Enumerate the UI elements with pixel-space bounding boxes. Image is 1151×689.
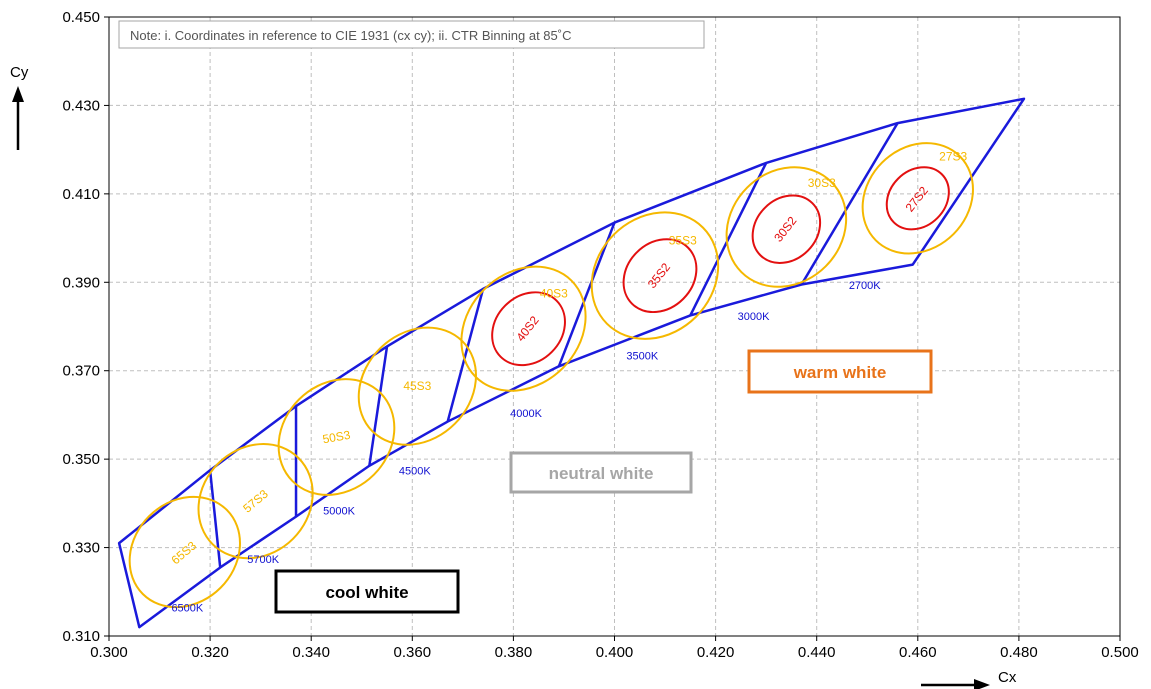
x-tick-label: 0.320 (191, 644, 229, 661)
cct-label: 5000K (323, 505, 355, 517)
bin-ellipse-s3 (460, 265, 587, 392)
cct-divider-line (800, 122, 899, 286)
bin-ellipse-s3 (128, 495, 241, 609)
x-tick-label: 0.340 (292, 644, 330, 661)
y-tick-label: 0.450 (62, 9, 100, 26)
x-tick-label: 0.440 (798, 644, 836, 661)
cct-label: 4500K (399, 466, 431, 478)
bin-label: 27S3 (939, 149, 967, 163)
y-tick-label: 0.430 (62, 97, 100, 114)
neutral-white-box (509, 451, 693, 494)
cct-label: 5700K (247, 554, 279, 566)
x-tick-label: 0.300 (90, 644, 128, 661)
bin-label: 40S3 (540, 286, 568, 300)
note-frame (118, 20, 705, 49)
note-text: Note: i. Coordinates in reference to CIE… (130, 28, 571, 43)
bin-ellipses (128, 142, 974, 609)
bin-ellipse-s2 (622, 238, 698, 314)
cool-white-box (274, 569, 460, 614)
x-tick-label: 0.460 (899, 644, 937, 661)
warm-white-box (747, 349, 933, 394)
bin-ellipse-s3 (197, 443, 314, 560)
cct-divider-line (446, 288, 485, 422)
x-axis-title: Cx (921, 669, 1017, 689)
y-tick-label: 0.350 (62, 451, 100, 468)
bin-ellipse-s3 (725, 166, 848, 288)
note-box: Note: i. Coordinates in reference to CIE… (118, 20, 705, 49)
cct-label: 2700K (849, 280, 881, 292)
region-warm-white: warm white (747, 349, 933, 394)
ansi-bin-boundaries (117, 97, 1026, 629)
bin-ellipse-s3 (861, 142, 974, 255)
y-axis-label: Cy (10, 64, 29, 81)
x-axis-label: Cx (998, 669, 1017, 686)
bin-label: 50S3 (321, 428, 351, 447)
right-arrow-icon (974, 679, 990, 689)
cct-divider-line (368, 346, 389, 466)
cct-label: 6500K (171, 603, 203, 615)
bin-ellipse-s3 (277, 378, 396, 496)
bin-ellipse-s3 (590, 211, 720, 340)
x-tick-label: 0.480 (1000, 644, 1038, 661)
cct-label: 3000K (738, 311, 770, 323)
cct-label: 3500K (626, 351, 658, 363)
up-arrow-icon (12, 86, 24, 102)
y-tick-label: 0.370 (62, 363, 100, 380)
cct-divider-line (557, 222, 616, 367)
bin-ellipse-s2 (491, 291, 566, 367)
bin-label: 35S3 (669, 233, 697, 247)
y-tick-label: 0.310 (62, 628, 100, 645)
region-cool-white: cool white (274, 569, 460, 614)
y-tick-label: 0.330 (62, 540, 100, 557)
cct-divider-line (689, 162, 768, 317)
x-tick-label: 0.380 (495, 644, 533, 661)
bin-ellipse-s2 (885, 166, 950, 231)
x-tick-label: 0.360 (394, 644, 432, 661)
warm-white-label: warm white (793, 363, 887, 382)
cool-white-label: cool white (325, 583, 408, 602)
y-axis-title: Cy (10, 64, 29, 150)
neutral-white-label: neutral white (549, 464, 654, 483)
x-tick-label: 0.400 (596, 644, 634, 661)
bin-label: 45S3 (403, 379, 431, 393)
cct-labels: 6500K 5700K 5000K 4500K 4000K 3500K 3000K 2700K (171, 280, 881, 615)
cct-divider-line (208, 470, 222, 568)
x-tick-label: 0.500 (1101, 644, 1139, 661)
cct-label: 4000K (510, 408, 542, 420)
axis-ticks: 0.300 0.320 0.340 0.360 0.380 0.400 0.420 0.440… (62, 9, 1138, 661)
x-tick-label: 0.420 (697, 644, 735, 661)
region-neutral-white: neutral white (509, 451, 693, 494)
y-tick-label: 0.410 (62, 186, 100, 203)
bin-label: 30S3 (808, 176, 836, 190)
y-tick-label: 0.390 (62, 274, 100, 291)
bin-ellipse-s2 (751, 194, 822, 264)
